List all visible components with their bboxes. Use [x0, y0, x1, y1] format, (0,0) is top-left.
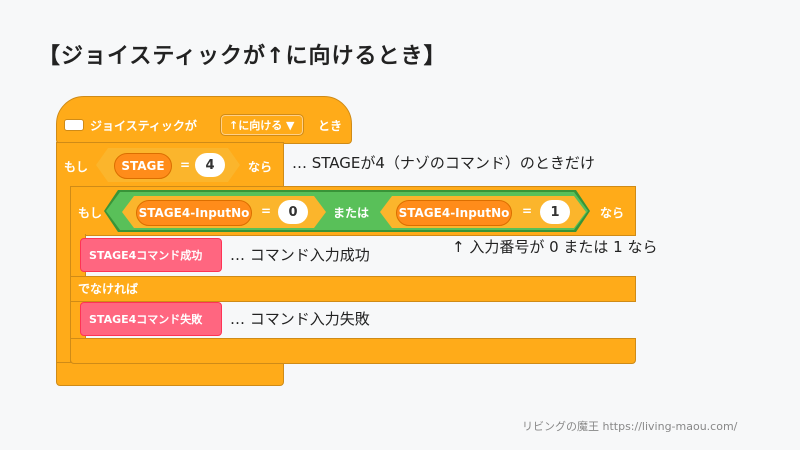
- success-note: … コマンド入力成功: [230, 246, 370, 264]
- direction-dropdown[interactable]: ↑に向ける ▼: [220, 114, 304, 136]
- stage-note: … STAGEが4（ナゾのコマンド）のときだけ: [292, 154, 595, 172]
- left-equals-operator: =: [261, 204, 272, 218]
- joystick-icon: [64, 119, 84, 131]
- right-value-input[interactable]: 1: [540, 200, 570, 224]
- stage4-success-block[interactable]: STAGE4コマンド成功: [80, 238, 222, 272]
- right-inputno-variable[interactable]: STAGE4-InputNo: [396, 200, 512, 226]
- stage4-failure-block[interactable]: STAGE4コマンド失敗: [80, 302, 222, 336]
- input-note: ↑ 入力番号が 0 または 1 なら: [452, 238, 658, 256]
- outer-if-footer: [56, 362, 284, 386]
- site-credit: リビングの魔王 https://living-maou.com/: [522, 420, 738, 433]
- outer-then-label: なら: [248, 160, 273, 174]
- left-inputno-variable[interactable]: STAGE4-InputNo: [136, 200, 252, 226]
- left-value-input[interactable]: 0: [278, 200, 308, 224]
- outer-if-label: もし: [64, 160, 89, 174]
- inner-then-label: なら: [600, 206, 625, 220]
- else-bar: [70, 276, 636, 302]
- failure-note: … コマンド入力失敗: [230, 310, 370, 328]
- stage-equals-operator: =: [180, 158, 191, 172]
- inner-if-footer: [70, 338, 636, 364]
- stage-value-input[interactable]: 4: [195, 153, 225, 177]
- or-label: または: [333, 206, 370, 220]
- stage-variable[interactable]: STAGE: [114, 153, 172, 179]
- inner-if-label: もし: [78, 206, 103, 220]
- else-label: でなければ: [78, 282, 139, 296]
- hat-block-suffix: とき: [318, 119, 343, 133]
- page-title: 【ジョイスティックが↑に向けるとき】: [38, 44, 447, 69]
- hat-block-label: ジョイスティックが: [90, 119, 197, 133]
- right-equals-operator: =: [522, 204, 533, 218]
